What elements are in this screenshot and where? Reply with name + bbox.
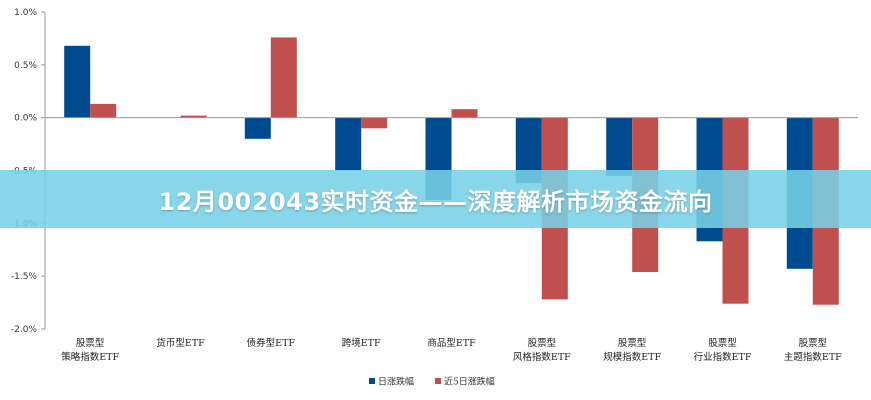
legend-swatch — [435, 378, 441, 384]
legend-label: 日涨跌幅 — [378, 376, 414, 388]
category-label: 策略指数ETF — [61, 351, 119, 363]
y-tick-label: -2.0% — [11, 325, 38, 335]
y-tick-label: 1.0% — [14, 8, 37, 18]
category-label: 债券型ETF — [247, 337, 296, 349]
bar-daily — [64, 45, 91, 118]
category-label: 商品型ETF — [427, 337, 476, 349]
category-label: 股票型 — [76, 338, 105, 349]
bar-daily — [606, 117, 633, 176]
title-banner: 12月002043实时资金——深度解析市场资金流向 — [0, 170, 871, 228]
category-label: 股票型 — [528, 338, 557, 349]
bar-five-day — [270, 37, 297, 118]
category-label: 规模指数ETF — [603, 351, 661, 363]
category-label: 股票型 — [618, 338, 647, 349]
banner-title: 12月002043实时资金——深度解析市场资金流向 — [158, 187, 713, 216]
y-tick-label: 0.0% — [14, 114, 37, 124]
legend-label: 近5日涨跌幅 — [444, 376, 495, 388]
legend-swatch — [369, 378, 375, 384]
category-label: 股票型 — [799, 338, 828, 349]
y-tick-label: 0.5% — [14, 61, 37, 71]
category-label: 股票型 — [708, 338, 737, 349]
bar-five-day — [180, 115, 207, 118]
category-label: 行业指数ETF — [694, 351, 752, 363]
bar-daily — [244, 117, 271, 139]
category-label: 风格指数ETF — [513, 351, 571, 363]
bar-five-day — [361, 117, 388, 129]
legend: 日涨跌幅 近5日涨跌幅 — [369, 376, 495, 388]
category-label: 主题指数ETF — [784, 351, 842, 363]
category-label: 跨境ETF — [342, 337, 381, 349]
bar-daily — [335, 117, 362, 171]
bar-five-day — [451, 109, 478, 118]
bar-five-day — [90, 103, 117, 118]
y-tick-label: -1.5% — [11, 272, 38, 282]
category-label: 货币型ETF — [156, 337, 205, 349]
